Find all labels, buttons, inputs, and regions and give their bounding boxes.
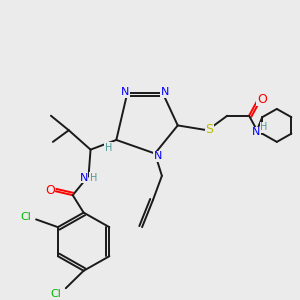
Text: N: N <box>252 127 260 137</box>
Text: O: O <box>257 93 267 106</box>
Text: H: H <box>90 173 97 183</box>
Text: S: S <box>206 123 213 136</box>
Text: N: N <box>161 88 169 98</box>
Text: Cl: Cl <box>50 289 61 299</box>
Text: N: N <box>80 173 88 183</box>
Text: N: N <box>121 88 129 98</box>
Text: O: O <box>45 184 55 197</box>
Text: N: N <box>154 152 162 161</box>
Text: H: H <box>260 122 268 132</box>
Text: Cl: Cl <box>21 212 32 223</box>
Text: H: H <box>105 143 112 153</box>
